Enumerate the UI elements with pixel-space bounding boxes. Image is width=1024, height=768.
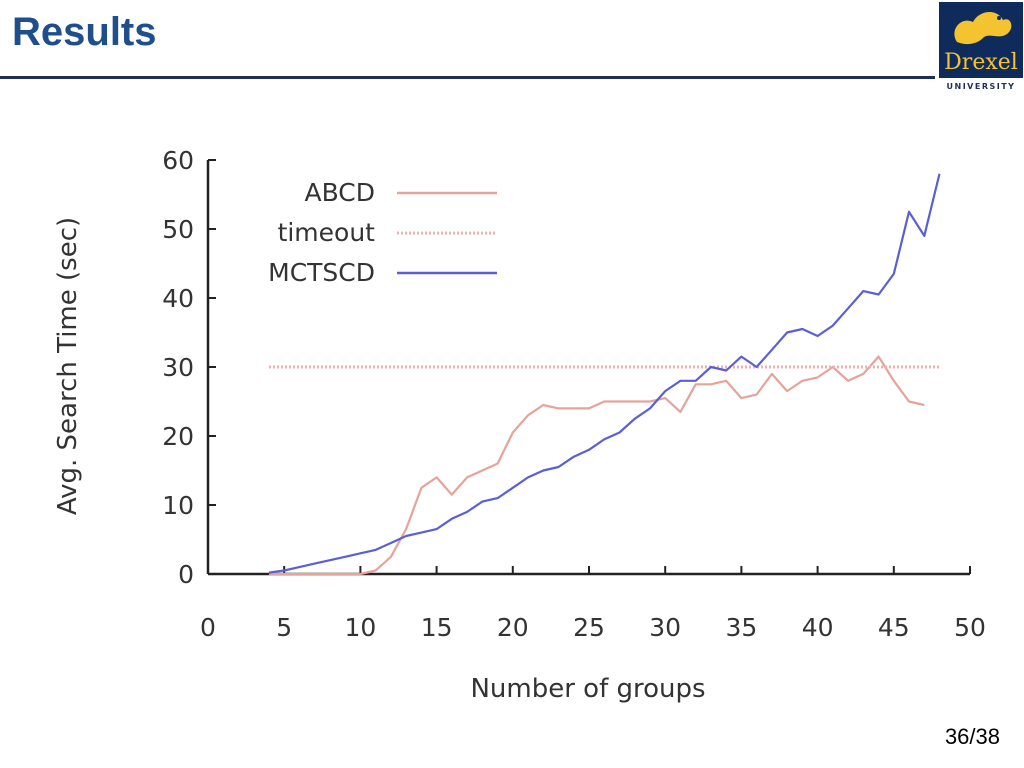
slide-title: Results [12,10,157,54]
legend-label-mctscd: MCTSCD [268,258,375,287]
x-tick-label: 20 [497,613,529,642]
x-tick-label: 25 [573,613,605,642]
university-logo: Drexel UNIVERSITY [939,2,1023,94]
x-tick-label: 5 [276,613,292,642]
legend-label-timeout: timeout [278,218,376,247]
y-tick-label: 50 [162,215,194,244]
title-divider [0,76,935,79]
y-tick-label: 0 [178,560,194,589]
y-tick-label: 40 [162,284,194,313]
chart-legend: ABCD timeout MCTSCD [268,178,497,287]
y-tick-label: 30 [162,353,194,382]
y-tick-label: 10 [162,491,194,520]
legend-label-abcd: ABCD [304,178,375,207]
x-tick-label: 40 [802,613,834,642]
series-line-mctscd [268,173,941,574]
x-tick-label: 10 [344,613,376,642]
y-tick-label: 60 [162,146,194,175]
x-tick-label: 50 [954,613,986,642]
x-tick-label: 0 [200,613,216,642]
dragon-icon [954,11,1012,45]
x-tick-label: 15 [421,613,453,642]
chart-series [268,173,941,576]
logo-background [939,2,1023,78]
x-tick-label: 30 [649,613,681,642]
logo-wordmark: Drexel [944,50,1018,75]
page-number: 36/38 [944,724,1000,749]
y-tick-label: 20 [162,422,194,451]
y-axis-label: Avg. Search Time (sec) [53,217,83,515]
logo-subtitle: UNIVERSITY [946,82,1016,91]
x-tick-label: 35 [725,613,757,642]
x-tick-label: 45 [878,613,910,642]
x-axis-label: Number of groups [470,674,705,704]
series-line-abcd [269,355,925,576]
